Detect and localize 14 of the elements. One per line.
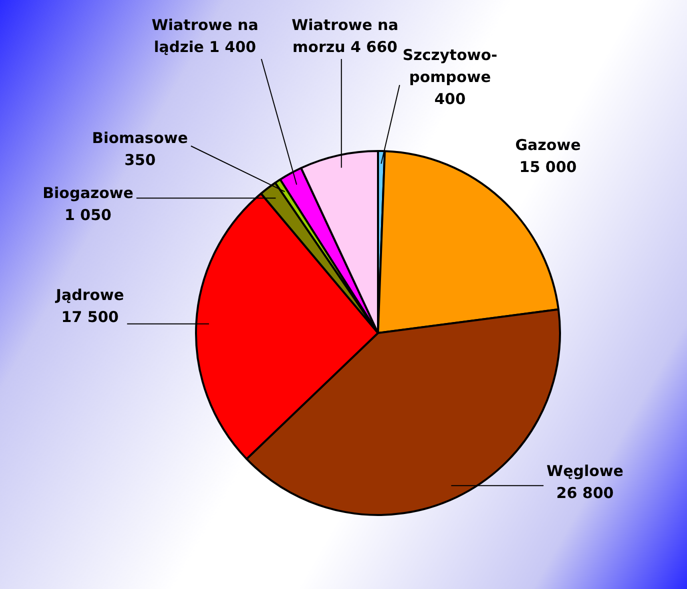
data-label: 15 000 xyxy=(519,158,577,176)
data-label: 26 800 xyxy=(556,484,614,502)
slice-label: Gazowe xyxy=(515,136,581,154)
slice-label: Wiatrowe na lądzie 1 400 xyxy=(152,16,258,56)
slice-label: Węglowe xyxy=(546,462,624,480)
data-label: 17 500 xyxy=(61,308,119,326)
slice-label: Szczytowo-pompowe xyxy=(402,46,498,86)
slice-label: Jądrowe xyxy=(54,286,124,304)
slice-label: Biomasowe xyxy=(92,128,188,147)
slice-label: Wiatrowe na morzu 4 660 xyxy=(292,16,398,56)
data-label: 1 050 xyxy=(64,206,112,224)
slice-label: Biogazowe xyxy=(42,184,134,202)
data-label: 350 xyxy=(124,150,156,169)
data-label: 400 xyxy=(434,90,466,108)
